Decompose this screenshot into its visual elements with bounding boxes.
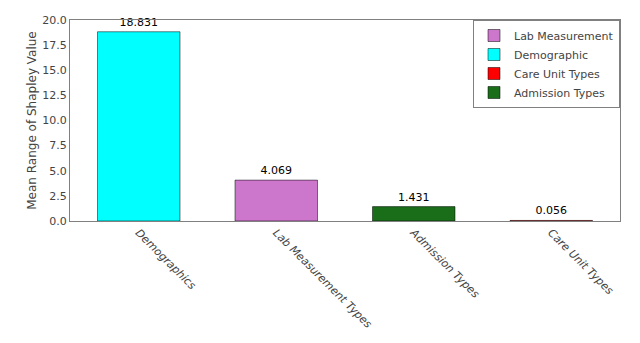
svg-text:15.0: 15.0 [42, 64, 67, 77]
svg-text:Admission Types: Admission Types [407, 226, 482, 301]
svg-text:18.831: 18.831 [120, 16, 159, 29]
svg-text:4.069: 4.069 [261, 164, 293, 177]
svg-text:10.0: 10.0 [42, 114, 67, 127]
svg-text:Care Unit Types: Care Unit Types [545, 227, 616, 298]
svg-text:Lab Measurement Types: Lab Measurement Types [270, 227, 374, 331]
svg-text:Mean Range of Shapley Value: Mean Range of Shapley Value [25, 31, 39, 210]
svg-text:Care Unit Types: Care Unit Types [514, 68, 600, 81]
svg-text:0.0: 0.0 [49, 215, 67, 228]
svg-text:2.5: 2.5 [49, 190, 67, 203]
svg-text:20.0: 20.0 [42, 14, 67, 27]
svg-text:Lab Measurement: Lab Measurement [514, 30, 614, 43]
svg-text:Demographics: Demographics [133, 227, 199, 293]
svg-text:1.431: 1.431 [398, 191, 430, 204]
svg-text:7.5: 7.5 [49, 139, 67, 152]
svg-text:Demographic: Demographic [514, 49, 588, 62]
svg-text:0.056: 0.056 [536, 204, 568, 217]
svg-text:5.0: 5.0 [49, 165, 67, 178]
svg-text:17.5: 17.5 [42, 39, 67, 52]
svg-text:Admission Types: Admission Types [514, 87, 605, 100]
svg-text:12.5: 12.5 [42, 89, 67, 102]
